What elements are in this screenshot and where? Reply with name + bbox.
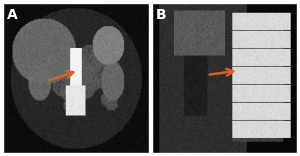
Text: B: B bbox=[156, 8, 166, 22]
Text: A: A bbox=[8, 8, 18, 22]
